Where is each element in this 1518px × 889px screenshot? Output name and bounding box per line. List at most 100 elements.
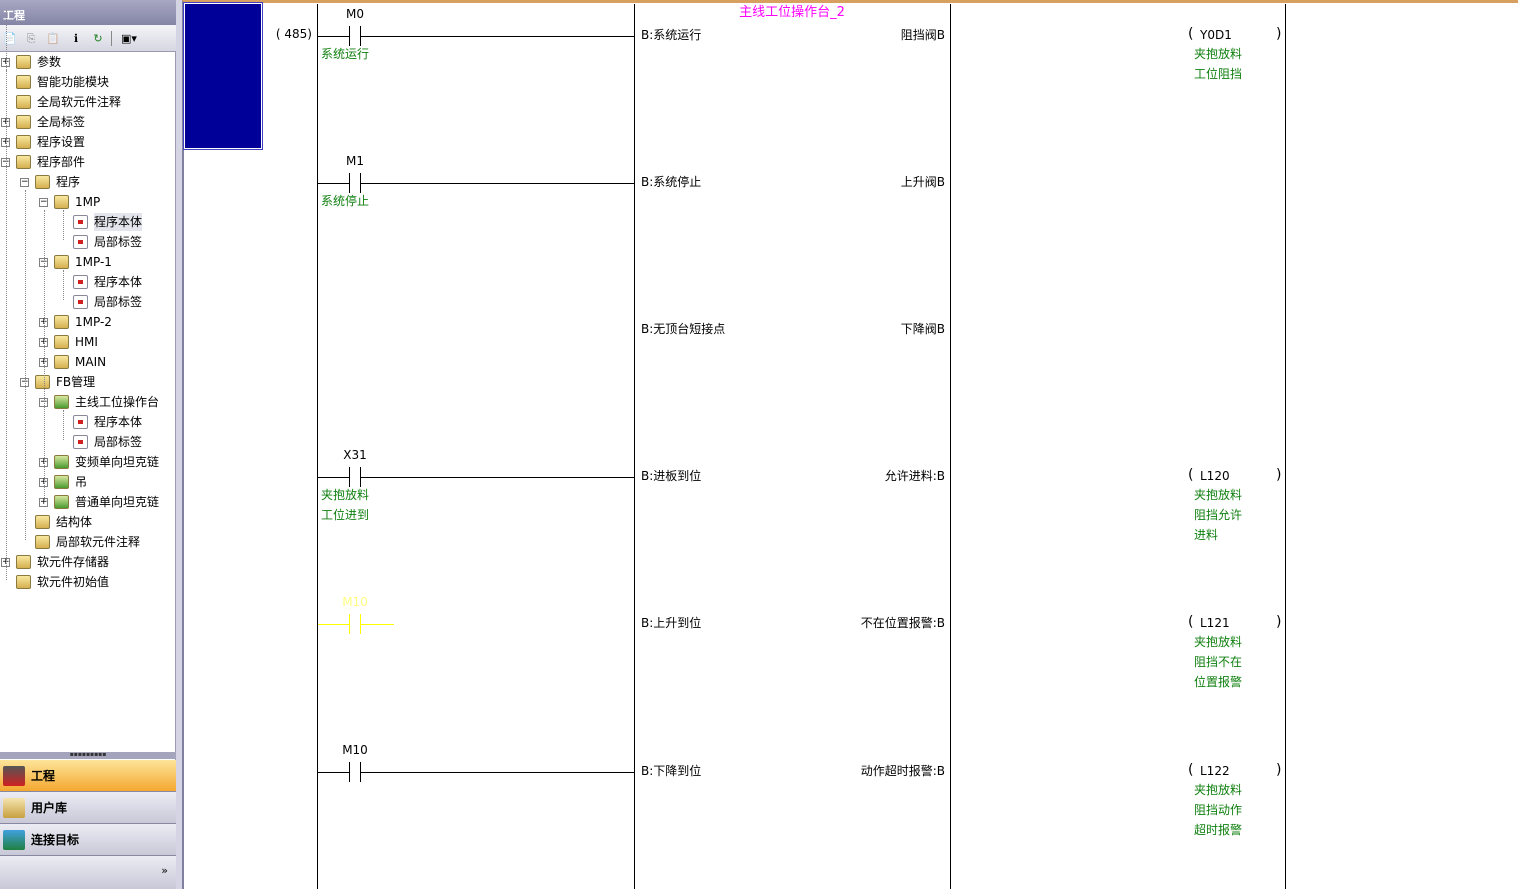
- tree-item[interactable]: + 吊: [0, 473, 175, 491]
- expand-icon[interactable]: +: [1, 137, 10, 147]
- contact-icon[interactable]: [360, 26, 361, 46]
- document-icon: [73, 295, 88, 309]
- tree-item[interactable]: 局部标签: [0, 233, 175, 251]
- contact-icon[interactable]: [349, 26, 350, 46]
- tree-item[interactable]: − FB管理: [0, 373, 175, 391]
- tree-item[interactable]: +1MP-2: [0, 313, 175, 331]
- tree-item[interactable]: 智能功能模块: [0, 73, 175, 91]
- refresh-icon[interactable]: ↻: [93, 32, 103, 45]
- item-icon: [16, 135, 31, 149]
- fb-output-label: 阻挡阀B: [900, 28, 945, 42]
- contact-device[interactable]: M0: [346, 7, 364, 21]
- contact-icon[interactable]: [349, 614, 350, 634]
- tree-item[interactable]: 全局软元件注释: [0, 93, 175, 111]
- contact-icon[interactable]: [360, 173, 361, 193]
- tree-item[interactable]: 结构体: [0, 513, 175, 531]
- expand-icon[interactable]: +: [1, 117, 10, 127]
- nav-more-button[interactable]: »: [0, 856, 176, 889]
- contact-icon[interactable]: [349, 467, 350, 487]
- coil-device[interactable]: L122: [1200, 764, 1230, 778]
- expand-icon[interactable]: +: [39, 477, 48, 487]
- tree-item[interactable]: + 软元件存储器: [0, 553, 175, 571]
- contact-icon[interactable]: [360, 614, 361, 634]
- panel-resize-grip[interactable]: ▪▪▪▪▪▪▪▪▪: [0, 752, 176, 759]
- tree-item[interactable]: 局部标签: [0, 293, 175, 311]
- coil-device[interactable]: L121: [1200, 616, 1230, 630]
- properties-icon[interactable]: ℹ: [73, 32, 79, 45]
- tree-item[interactable]: 程序本体: [0, 213, 175, 231]
- tree-item[interactable]: + 参数: [0, 53, 175, 71]
- contact-device[interactable]: M10: [342, 743, 368, 757]
- copy-icon[interactable]: ⎘: [26, 32, 36, 45]
- tree-item[interactable]: + 全局标签: [0, 113, 175, 131]
- splitter[interactable]: [176, 0, 182, 889]
- collapse-icon[interactable]: −: [39, 397, 48, 407]
- tree-item[interactable]: 程序本体: [0, 273, 175, 291]
- tree-item[interactable]: − 主线工位操作台: [0, 393, 175, 411]
- device-icon[interactable]: ▣▾: [121, 32, 137, 45]
- project-tree: + 参数智能功能模块 全局软元件注释 + 全局标签 + 程序设置 − 程序部件 − 程序 −1MP 程序…: [0, 10, 175, 752]
- left-power-rail: [317, 4, 318, 889]
- expand-icon[interactable]: +: [1, 57, 10, 67]
- collapse-icon[interactable]: −: [39, 197, 48, 207]
- collapse-icon[interactable]: −: [39, 257, 48, 267]
- tree-item[interactable]: + 程序设置: [0, 133, 175, 151]
- tree-item[interactable]: + 变频单向坦克链: [0, 453, 175, 471]
- coil-comment: 夹抱放料: [1194, 47, 1243, 61]
- tree-item[interactable]: + MAIN: [0, 353, 175, 371]
- tree-item[interactable]: 程序本体: [0, 413, 175, 431]
- tree-item[interactable]: 局部标签: [0, 433, 175, 451]
- paste-icon[interactable]: 📋: [46, 32, 60, 45]
- expand-icon[interactable]: +: [39, 317, 48, 327]
- panel-toolbar: 📄 ⎘ 📋 ℹ ↻ ▣▾: [0, 25, 176, 52]
- expand-icon[interactable]: +: [39, 457, 48, 467]
- item-icon: [35, 515, 50, 529]
- coil-comment: 阻挡允许: [1194, 508, 1243, 522]
- contact-icon[interactable]: [360, 467, 361, 487]
- collapse-icon[interactable]: −: [20, 377, 29, 387]
- fb-input-label: B:上升到位: [641, 616, 702, 630]
- contact-icon[interactable]: [360, 762, 361, 782]
- tree-item[interactable]: − 程序: [0, 173, 175, 191]
- project-panel: 工程 📄 ⎘ 📋 ℹ ↻ ▣▾ + 参数 智能功能模块 全局软元件注释 + 全局标签 + 程序…: [0, 0, 176, 889]
- contact-icon[interactable]: [349, 173, 350, 193]
- tree-item[interactable]: − 1MP-1: [0, 253, 175, 271]
- library-icon: [3, 798, 25, 818]
- expand-icon[interactable]: +: [39, 357, 48, 367]
- coil-device[interactable]: Y0D1: [1200, 28, 1232, 42]
- tree-item[interactable]: − 1MP: [0, 193, 175, 211]
- contact-device[interactable]: M10: [342, 595, 368, 609]
- nav-button[interactable]: 工程: [0, 760, 176, 792]
- wire: [318, 772, 349, 773]
- nav-button[interactable]: 连接目标: [0, 824, 176, 856]
- tree-item-label: 1MP-1: [75, 255, 112, 269]
- folder-icon: [54, 475, 69, 489]
- contact-icon[interactable]: [349, 762, 350, 782]
- coil-comment: 阻挡动作: [1194, 803, 1243, 817]
- coil-comment: 超时报警: [1194, 823, 1243, 837]
- tree-item[interactable]: 软元件初始值: [0, 573, 175, 591]
- coil-close-icon: ): [1276, 762, 1282, 778]
- wire: [361, 477, 634, 478]
- expand-icon[interactable]: +: [39, 337, 48, 347]
- contact-device[interactable]: X31: [343, 448, 367, 462]
- tree-item-label: 局部标签: [94, 295, 143, 309]
- collapse-icon[interactable]: −: [1, 157, 10, 167]
- expand-icon[interactable]: +: [1, 557, 10, 567]
- tree-item-label: FB管理: [56, 375, 96, 389]
- expand-icon[interactable]: +: [39, 497, 48, 507]
- tree-item[interactable]: + 普通单向坦克链: [0, 493, 175, 511]
- tree-item-label: MAIN: [75, 355, 107, 369]
- tree-item[interactable]: − 程序部件: [0, 153, 175, 171]
- selection-cursor[interactable]: [183, 2, 263, 150]
- tree-item-label: 参数: [37, 55, 62, 69]
- fb-box-left: [634, 4, 635, 889]
- coil-device[interactable]: L120: [1200, 469, 1230, 483]
- collapse-icon[interactable]: −: [20, 177, 29, 187]
- nav-button[interactable]: 用户库: [0, 792, 176, 824]
- wire: [318, 36, 349, 37]
- tree-item[interactable]: + HMI: [0, 333, 175, 351]
- folder-icon: [54, 455, 69, 469]
- contact-device[interactable]: M1: [346, 154, 364, 168]
- tree-item[interactable]: 局部软元件注释: [0, 533, 175, 551]
